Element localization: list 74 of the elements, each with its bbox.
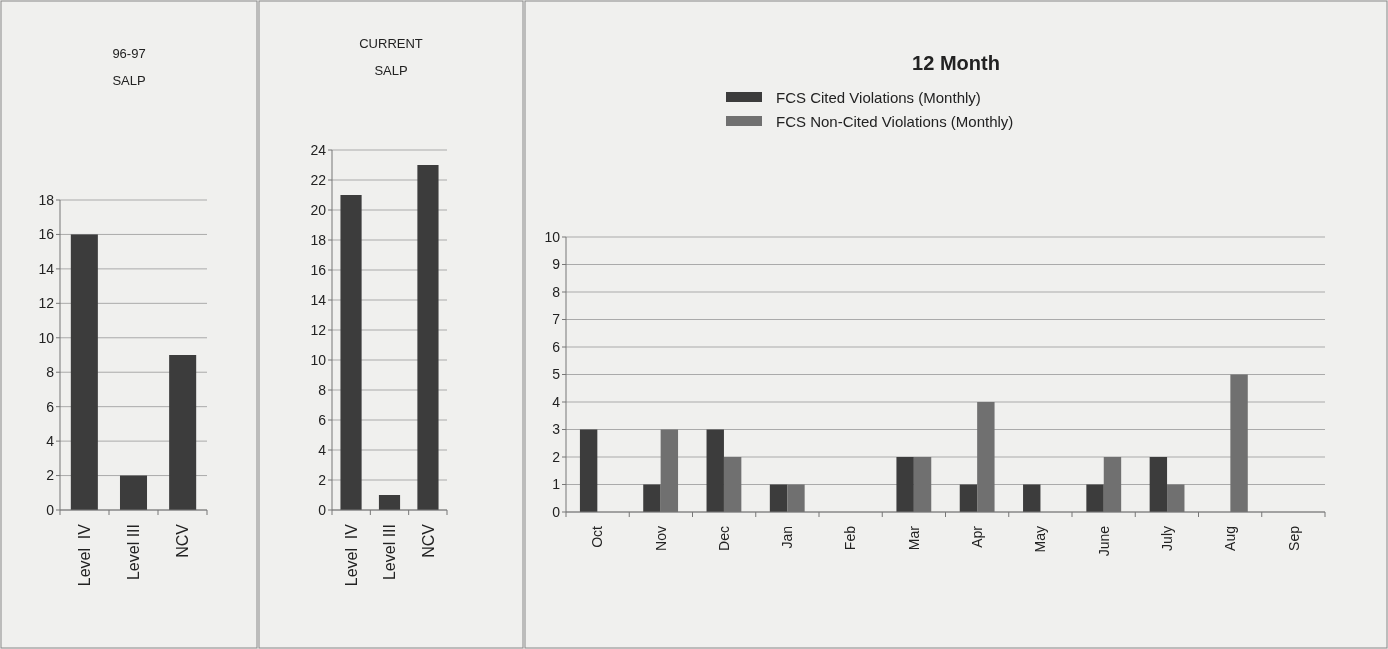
bar <box>1149 457 1168 512</box>
bar <box>119 475 148 510</box>
y-tick-label: 6 <box>318 411 327 428</box>
bar <box>1086 484 1104 512</box>
y-tick-label: 10 <box>310 351 327 368</box>
x-tick-label: Level III <box>125 524 143 581</box>
legend-label: FCS Cited Violations (Monthly) <box>776 89 981 107</box>
y-tick-label: 6 <box>46 398 55 415</box>
bar <box>896 457 914 512</box>
x-tick-label: July <box>1158 526 1175 551</box>
x-tick-label: June <box>1095 525 1112 557</box>
y-tick-label: 5 <box>552 366 561 383</box>
y-tick-label: 10 <box>544 228 561 245</box>
x-tick-label: May <box>1032 526 1049 553</box>
y-tick-label: 12 <box>38 295 55 312</box>
y-tick-label: 2 <box>46 467 55 484</box>
bar <box>70 234 98 510</box>
y-tick-label: 0 <box>46 501 55 518</box>
y-tick-label: 10 <box>38 329 55 346</box>
bar <box>340 195 362 510</box>
y-tick-label: 16 <box>310 261 327 278</box>
y-tick-label: 2 <box>552 448 561 465</box>
bar <box>579 429 598 512</box>
x-tick-label: Nov <box>652 526 669 551</box>
y-tick-label: 4 <box>318 441 327 458</box>
y-tick-label: 12 <box>310 321 327 338</box>
y-tick-label: 16 <box>38 226 55 243</box>
x-tick-label: Level III <box>381 524 399 581</box>
chart-title: 96-97 <box>112 46 146 61</box>
x-tick-label: Dec <box>715 526 732 551</box>
x-tick-label: Mar <box>905 525 922 551</box>
y-tick-label: 7 <box>552 311 561 328</box>
x-tick-label: Level IV <box>342 523 360 587</box>
y-tick-label: 0 <box>552 503 561 520</box>
x-tick-label: Aug <box>1222 526 1239 551</box>
bar <box>378 495 401 510</box>
bar <box>169 355 197 510</box>
y-tick-label: 4 <box>46 433 55 450</box>
bar <box>417 165 439 510</box>
y-tick-label: 24 <box>310 141 327 158</box>
chart-title: CURRENT <box>359 36 423 51</box>
y-tick-label: 22 <box>310 171 327 188</box>
x-tick-label: NCV <box>419 523 437 558</box>
x-tick-label: Apr <box>969 525 986 548</box>
x-tick-label: Oct <box>589 525 606 548</box>
y-tick-label: 8 <box>46 364 55 381</box>
x-tick-label: NCV <box>174 523 192 558</box>
x-tick-label: Feb <box>842 525 859 551</box>
chart-subtitle: SALP <box>374 63 408 78</box>
chart-subtitle: SALP <box>112 73 146 88</box>
bar <box>959 484 978 512</box>
y-tick-label: 3 <box>552 421 561 438</box>
y-tick-label: 14 <box>38 260 55 277</box>
y-tick-label: 8 <box>552 283 561 300</box>
y-tick-label: 2 <box>318 471 327 488</box>
y-tick-label: 14 <box>310 291 327 308</box>
x-tick-label: Sep <box>1285 525 1302 551</box>
bar <box>1023 484 1041 512</box>
y-tick-label: 1 <box>552 476 561 493</box>
bar <box>643 484 661 512</box>
y-tick-label: 6 <box>552 338 561 355</box>
x-tick-label: Level IV <box>75 523 93 587</box>
bar <box>706 429 724 512</box>
y-tick-label: 8 <box>318 381 327 398</box>
chart-title: 12 Month <box>912 52 1000 74</box>
y-tick-label: 18 <box>310 231 327 248</box>
bar <box>769 484 788 512</box>
y-tick-label: 0 <box>318 501 327 518</box>
legend-label: FCS Non-Cited Violations (Monthly) <box>776 113 1014 131</box>
y-tick-label: 9 <box>552 256 561 273</box>
y-tick-label: 4 <box>552 393 561 410</box>
y-tick-label: 18 <box>38 191 55 208</box>
y-tick-label: 20 <box>310 201 327 218</box>
x-tick-label: Jan <box>779 526 796 549</box>
